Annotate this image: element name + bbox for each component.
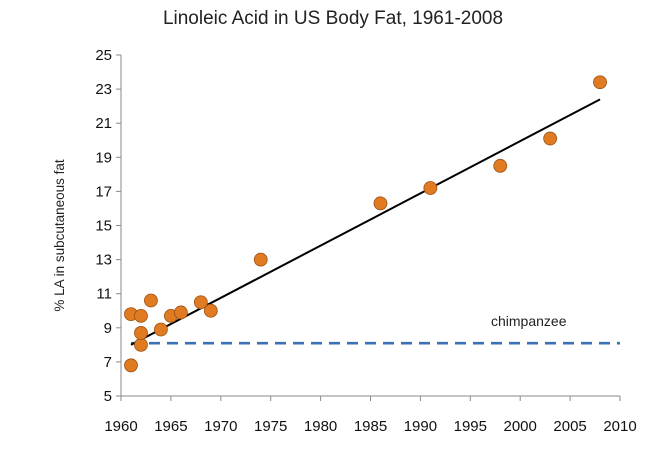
y-tick-label: 9 (104, 320, 112, 337)
x-tick-label: 1985 (354, 418, 387, 435)
x-tick-label: 1970 (204, 418, 237, 435)
data-point (134, 337, 148, 352)
x-tick-label: 2010 (603, 418, 636, 435)
y-tick-label: 15 (95, 218, 112, 235)
x-tick-label: 2000 (504, 418, 537, 435)
x-tick-label: 1995 (454, 418, 487, 435)
y-tick-label: 5 (104, 388, 112, 405)
data-point (154, 322, 168, 337)
data-points (124, 75, 607, 373)
x-tick-label: 1990 (404, 418, 437, 435)
y-axis-label: % LA in subcutaneous fat (52, 159, 67, 312)
data-point (144, 293, 158, 308)
data-point (173, 305, 188, 320)
trendline (130, 98, 601, 346)
x-tick-label: 1965 (154, 418, 187, 435)
chimpanzee-label: chimpanzee (491, 313, 567, 329)
chart-title: Linoleic Acid in US Body Fat, 1961-2008 (162, 8, 504, 29)
y-axis: 5 7 9 11 13 15 17 19 21 23 25 (95, 47, 122, 405)
data-point (493, 158, 508, 173)
y-tick-label: 23 (95, 81, 112, 98)
y-tick-label: 25 (95, 47, 112, 64)
data-point (373, 196, 388, 211)
data-point (193, 295, 208, 310)
data-point (543, 131, 558, 146)
y-tick-label: 19 (95, 149, 112, 166)
x-tick-label: 2005 (553, 418, 586, 435)
y-tick-label: 17 (95, 183, 112, 200)
x-tick-label: 1960 (104, 418, 137, 435)
data-point (253, 252, 268, 267)
data-point (203, 303, 218, 318)
data-point (124, 358, 138, 373)
x-tick-label: 1980 (304, 418, 337, 435)
y-tick-label: 13 (95, 252, 112, 269)
y-tick-label: 7 (104, 354, 112, 371)
data-point (134, 326, 148, 340)
y-tick-label: 21 (95, 115, 112, 132)
data-point (423, 181, 438, 195)
data-point (134, 308, 148, 323)
data-point (593, 75, 607, 90)
y-tick-label: 11 (96, 286, 112, 303)
x-axis: 1960 1965 1970 1975 1980 1985 1990 1995 2000 2005… (104, 395, 637, 435)
x-tick-label: 1975 (254, 418, 287, 435)
trendline-group (130, 98, 601, 346)
